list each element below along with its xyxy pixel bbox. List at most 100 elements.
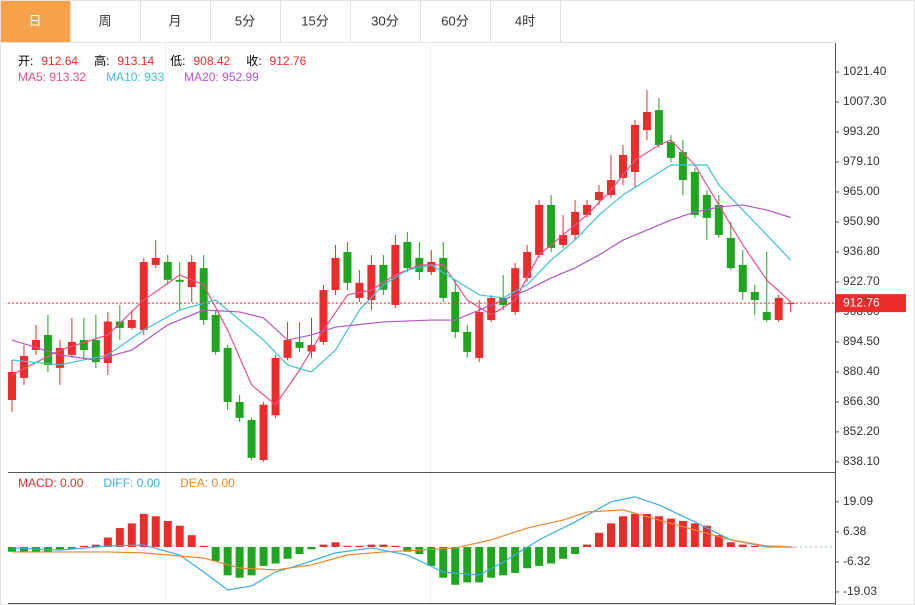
y-tick-label: 852.20 (843, 424, 880, 438)
candle-body (91, 340, 100, 363)
macd-bar (642, 513, 651, 547)
macd-bar (199, 545, 208, 547)
legend-name: MACD (18, 476, 60, 490)
candle-body (774, 297, 783, 321)
macd-bar (595, 532, 604, 547)
macd-bar (223, 546, 232, 576)
ohlc-value: 908.42 (193, 54, 231, 68)
legend-value: 0.00 (136, 476, 161, 490)
y-tick-label: 922.70 (843, 274, 880, 288)
tab-label[interactable]: 日 (28, 13, 41, 28)
ohlc-item: 收 912.76 (246, 54, 314, 68)
macd-bar (79, 545, 88, 547)
macd-bar (618, 516, 627, 547)
tab[interactable] (140, 0, 211, 43)
candle-body (607, 180, 615, 195)
macd-bar (295, 546, 304, 555)
y-tick-label: 993.20 (843, 124, 880, 138)
candle-body (487, 297, 496, 321)
tab-label[interactable]: 15分 (301, 13, 328, 28)
macd-bar (367, 544, 376, 547)
candle-body (235, 401, 244, 418)
candle-body (343, 251, 352, 283)
macd-bar (19, 546, 28, 552)
candle-body (355, 282, 364, 298)
candle-body (247, 420, 256, 458)
candle-body (702, 194, 711, 218)
tab[interactable] (490, 0, 561, 43)
macd-bar (115, 528, 124, 547)
y-tick-label: 936.80 (843, 244, 880, 258)
macd-bar (499, 546, 508, 576)
candle-body (139, 261, 148, 331)
macd-bar (127, 523, 136, 547)
macd-bar (355, 545, 364, 547)
y-tick-label: 19.09 (843, 494, 873, 508)
tab[interactable] (210, 0, 281, 43)
candle-body (379, 264, 388, 290)
candle-body (211, 314, 220, 352)
tab-label[interactable]: 5分 (235, 13, 255, 28)
candle-body (223, 347, 232, 402)
y-tick-label: -19.03 (843, 584, 877, 598)
macd-bar (630, 513, 639, 547)
legend-name: DEA (180, 476, 211, 490)
macd-bar (690, 523, 699, 547)
ohlc-key: 收 (246, 54, 261, 68)
macd-bar (487, 546, 496, 578)
ohlc-value: 913.14 (117, 54, 155, 68)
tab-label[interactable]: 60分 (441, 13, 468, 28)
legend-name: MA20 (184, 70, 222, 84)
legend-item: DEA0.00 (180, 476, 243, 490)
candle-body (714, 204, 723, 235)
macd-bar (559, 546, 568, 559)
tab-label[interactable]: 30分 (371, 13, 398, 28)
y-tick-label: 894.50 (843, 334, 880, 348)
tab-label[interactable]: 4时 (515, 13, 535, 28)
macd-bar (247, 546, 256, 576)
candle-body (726, 237, 735, 269)
macd-bar (439, 546, 448, 578)
macd-line (12, 509, 791, 571)
y-tick-label: 979.10 (843, 154, 880, 168)
legend-item: MA10933 (106, 70, 172, 84)
candle-body (678, 151, 687, 181)
candle-body (618, 154, 627, 178)
tab[interactable] (350, 0, 421, 43)
tab-label[interactable]: 周 (98, 13, 111, 28)
candle-body (187, 261, 196, 288)
candle-body (295, 341, 304, 348)
macd-bar (607, 523, 615, 547)
candle-body (786, 303, 795, 305)
macd-bar (139, 513, 148, 547)
macd-bar (211, 546, 220, 562)
macd-bar (163, 520, 172, 547)
tab[interactable] (280, 0, 351, 43)
candle-body (547, 204, 556, 248)
last-price-label: 912.76 (843, 295, 880, 309)
y-tick-label: 6.38 (843, 524, 867, 538)
macd-bar (343, 545, 352, 547)
y-tick-label: 838.10 (843, 454, 880, 468)
tab[interactable] (420, 0, 491, 43)
candle-body (151, 257, 160, 265)
y-tick-label: 880.40 (843, 364, 880, 378)
macd-bar (511, 546, 520, 573)
macd-bar (738, 544, 747, 547)
macd-bar (726, 542, 735, 547)
ohlc-item: 低 908.42 (170, 54, 238, 68)
y-tick-label: 1007.30 (843, 94, 887, 108)
tab-label[interactable]: 月 (168, 13, 181, 28)
candle-body (103, 321, 112, 364)
candle-body (115, 321, 124, 328)
candle-body (535, 204, 544, 255)
candle-body (67, 341, 76, 355)
candle-body (750, 291, 759, 301)
candle-body (475, 311, 484, 358)
macd-bar (654, 516, 663, 547)
macd-bar (463, 546, 472, 583)
candle-body (654, 110, 663, 145)
ohlc-header: 开 912.64 高 913.14 低 908.42 收 912.76 (18, 52, 322, 69)
legend-name: DIFF (103, 476, 136, 490)
candle-body (583, 204, 592, 215)
